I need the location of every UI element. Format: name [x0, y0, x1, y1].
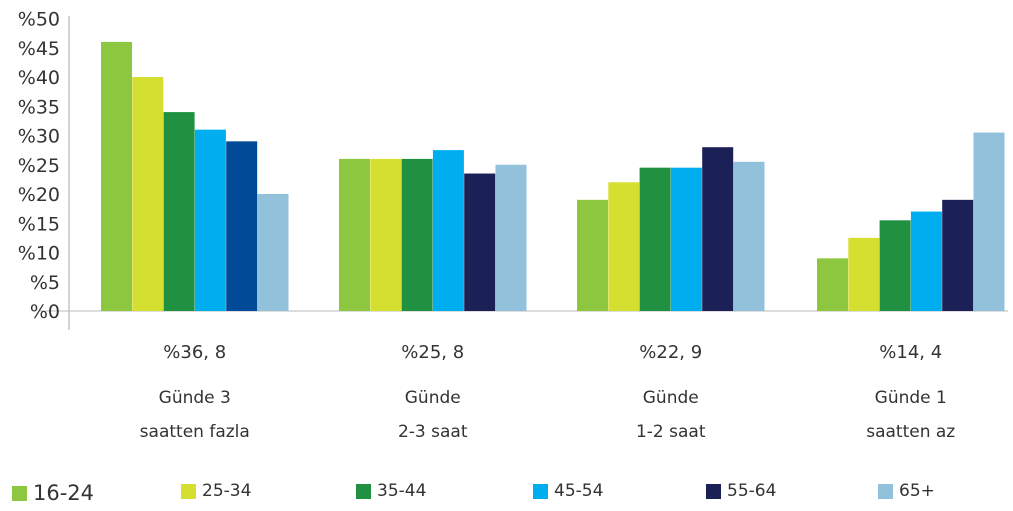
bar-65+-4	[973, 132, 1005, 311]
legend-label: 25-34	[202, 481, 252, 501]
bar-16-24-4	[817, 258, 848, 311]
bar-55-64-1	[226, 141, 258, 311]
bar-35-44-1	[163, 112, 195, 311]
legend-item-16-24: 16-24	[12, 481, 94, 505]
category-total-label: %22, 9	[639, 342, 702, 363]
legend-swatch	[878, 483, 893, 499]
x-axis-labels: %36, 8 Günde 3 saatten fazla %25, 8 Günde 2-3…	[140, 342, 956, 442]
y-tick-label: %0	[30, 301, 60, 323]
bar-35-44-2	[401, 158, 433, 311]
bar-45-54-4	[910, 211, 942, 311]
category-label-line: Günde	[643, 388, 699, 408]
legend-label: 35-44	[377, 481, 427, 501]
y-tick-label: %10	[18, 243, 60, 265]
legend-swatch	[181, 483, 196, 499]
y-tick-label: %25	[18, 155, 60, 177]
bar-65+-1	[257, 194, 289, 311]
bar-55-64-2	[464, 173, 496, 311]
bar-45-54-2	[432, 150, 464, 311]
y-tick-label: %15	[18, 213, 60, 235]
category-label-line: Günde 1	[875, 388, 947, 408]
legend-item-45-54: 45-54	[533, 481, 603, 501]
legend-label: 45-54	[554, 481, 604, 501]
bar-35-44-4	[879, 220, 911, 311]
bar-16-24-3	[577, 199, 608, 311]
category-total-label: %36, 8	[163, 342, 226, 363]
legend-item-65+: 65+	[878, 481, 935, 501]
legend-label: 55-64	[727, 481, 777, 501]
bar-65+-2	[495, 164, 527, 311]
bar-25-34-4	[848, 237, 880, 311]
category-label-line: saatten az	[866, 422, 955, 442]
category-label-line: 2-3 saat	[398, 422, 468, 442]
category-label-line: Günde	[405, 388, 461, 408]
y-tick-label: %20	[18, 184, 60, 206]
legend-item-55-64: 55-64	[706, 481, 776, 501]
category-total-label: %14, 4	[879, 342, 942, 363]
bar-65+-3	[733, 161, 765, 311]
legend-label: 65+	[899, 481, 935, 501]
y-axis: %0 %5 %10 %15 %20 %25 %30 %35 %40 %45 %50	[18, 9, 1008, 330]
y-tick-label: %45	[18, 38, 60, 60]
bar-16-24-1	[101, 41, 132, 312]
bar-25-34-2	[370, 158, 402, 311]
legend-swatch	[533, 483, 548, 499]
y-tick-label: %30	[18, 126, 60, 148]
legend-item-35-44: 35-44	[356, 481, 426, 501]
bar-25-34-3	[608, 182, 640, 311]
bar-55-64-4	[942, 199, 974, 311]
category-label-line: 1-2 saat	[636, 422, 706, 442]
bar-45-54-3	[670, 167, 702, 311]
y-tick-label: %40	[18, 67, 60, 89]
bar-16-24-2	[339, 158, 370, 311]
category-label-line: Günde 3	[159, 388, 231, 408]
category-label-line: saatten fazla	[140, 422, 250, 442]
legend-item-25-34: 25-34	[181, 481, 251, 501]
bar-45-54-1	[194, 129, 226, 311]
legend-swatch	[356, 483, 371, 499]
legend-swatch	[706, 483, 721, 499]
y-tick-label: %5	[30, 272, 60, 294]
legend-label: 16-24	[33, 481, 95, 505]
bar-25-34-1	[132, 77, 164, 311]
y-tick-label: %35	[18, 96, 60, 118]
y-tick-label: %50	[18, 9, 60, 31]
legend-swatch	[12, 485, 27, 501]
bars	[101, 41, 1005, 312]
category-total-label: %25, 8	[401, 342, 464, 363]
legend: 16-24 25-34 35-44 45-54 55-64 65+	[0, 481, 1013, 511]
bar-55-64-3	[702, 147, 734, 311]
bar-chart: %0 %5 %10 %15 %20 %25 %30 %35 %40 %45 %50 %36, 8 Gü…	[18, 9, 1008, 442]
bar-35-44-3	[639, 167, 671, 311]
